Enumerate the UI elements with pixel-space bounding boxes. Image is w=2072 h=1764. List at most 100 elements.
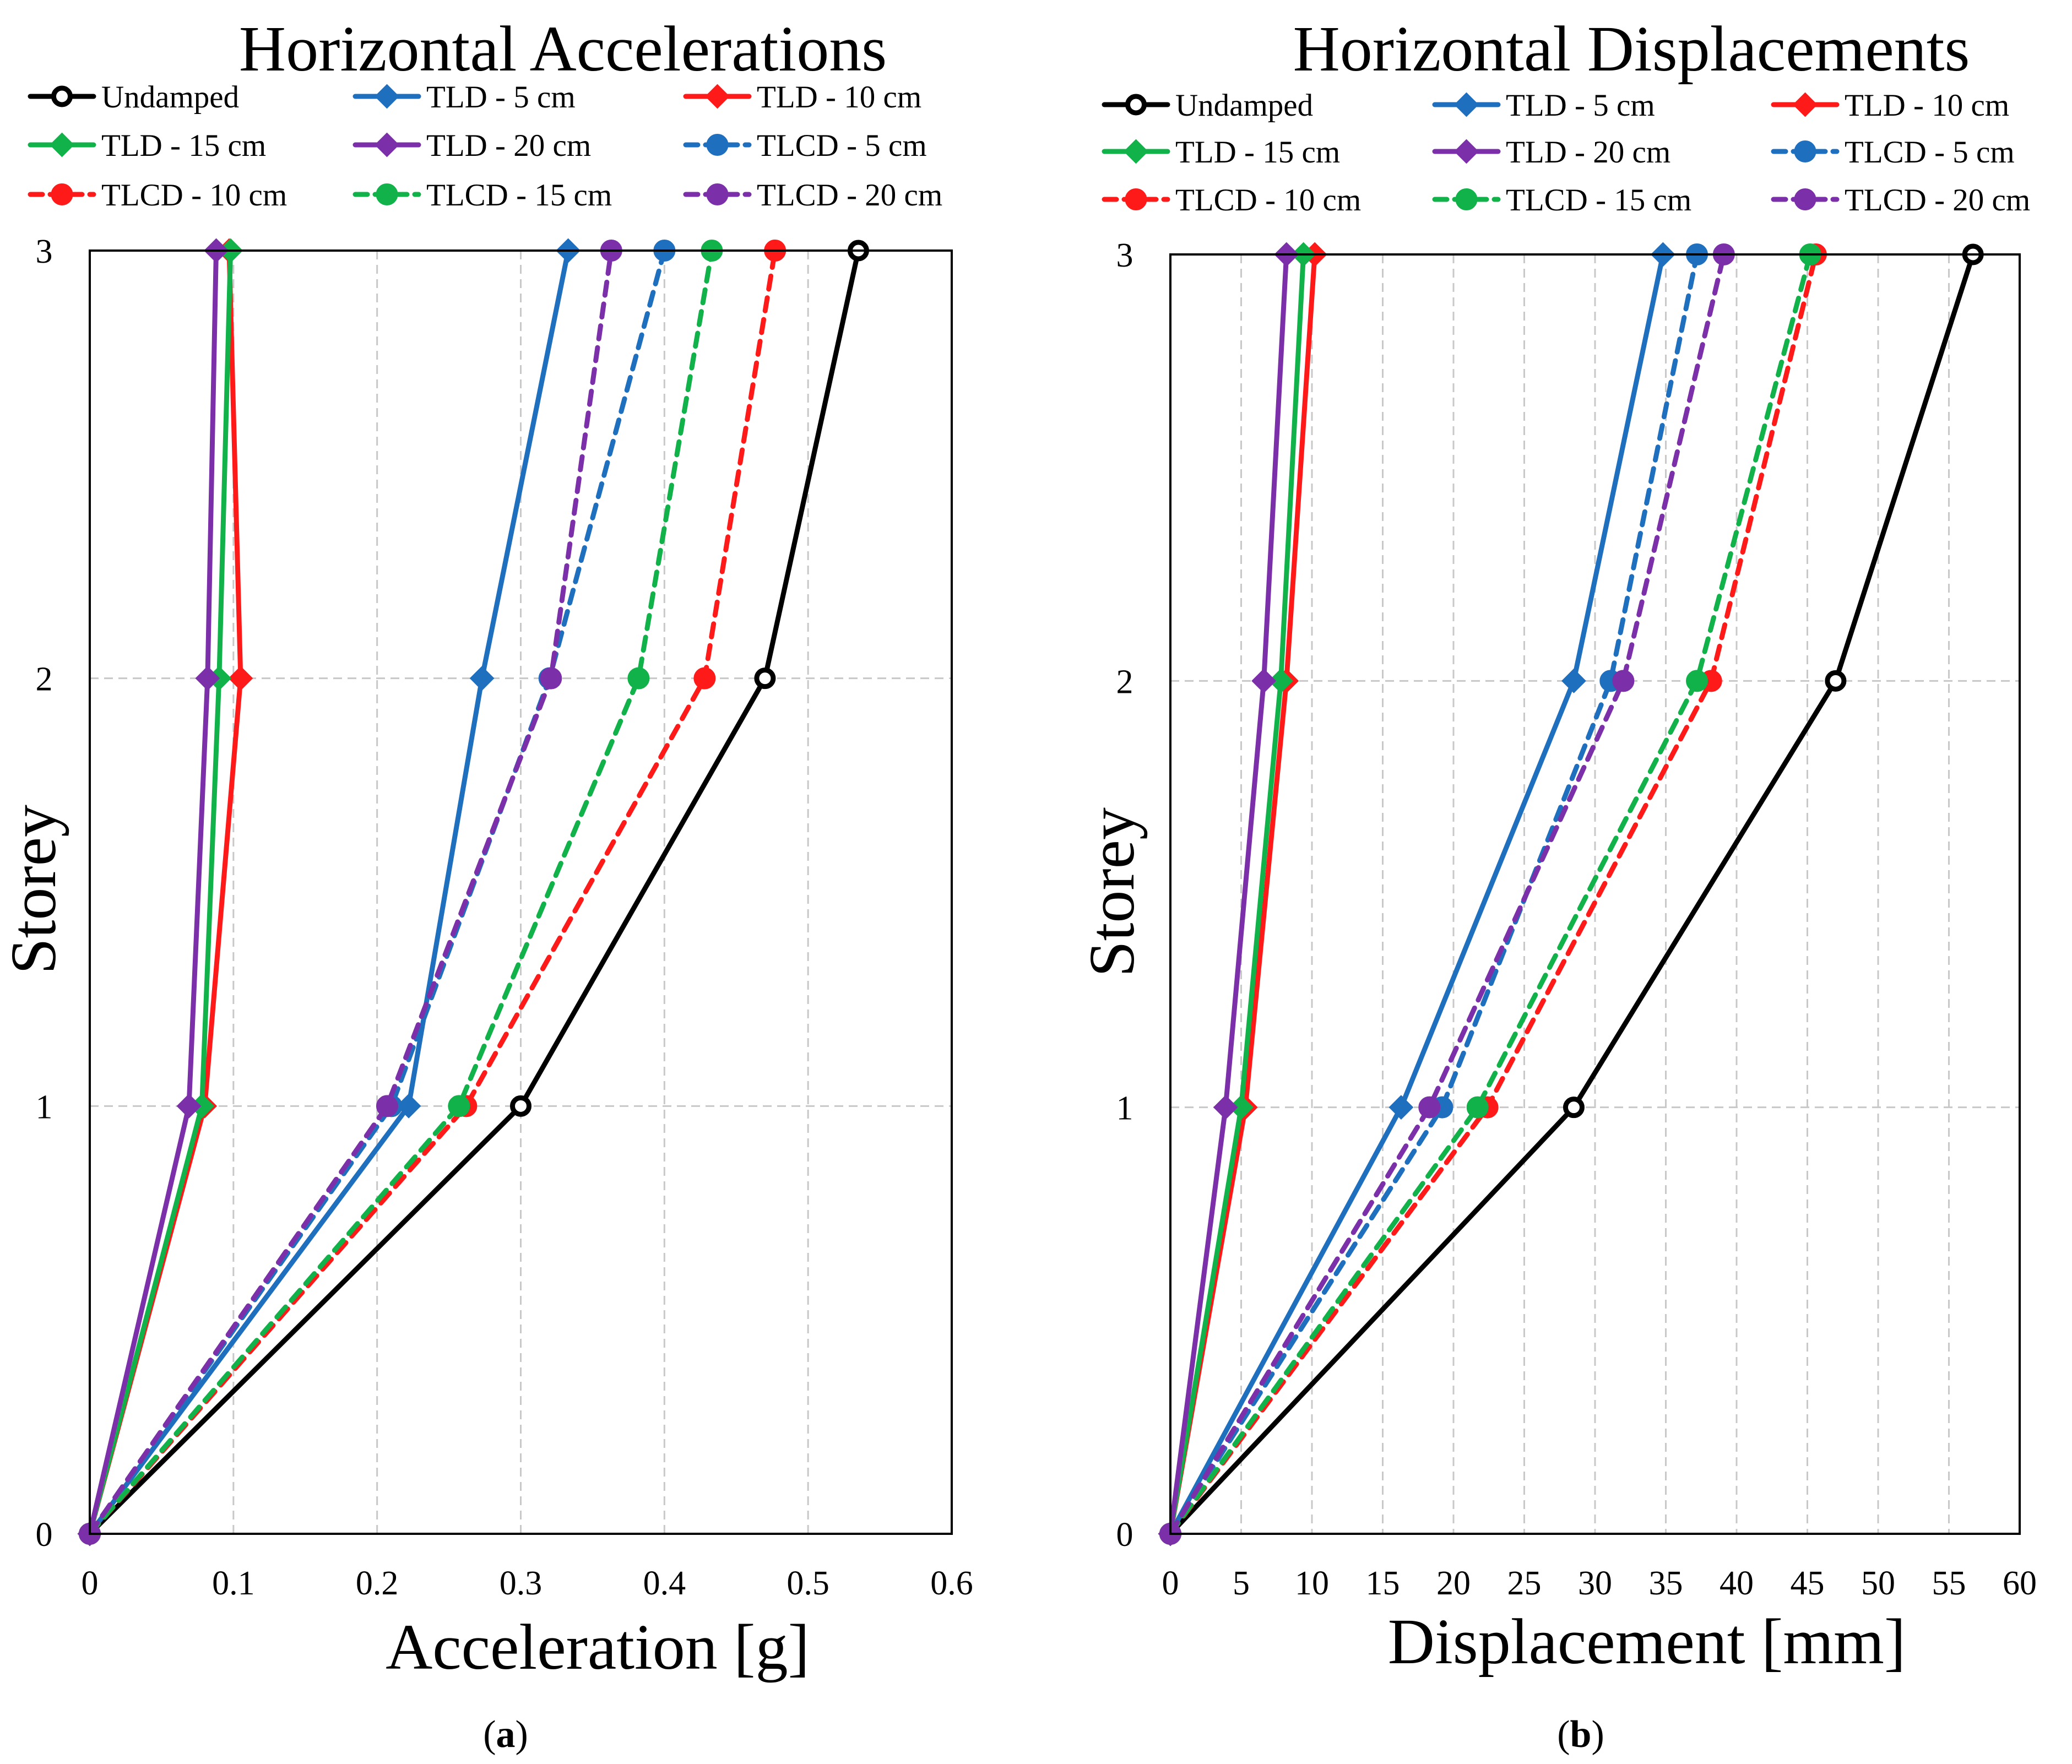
legend-label: TLCD - 10 cm xyxy=(101,178,287,213)
series-layer xyxy=(77,238,869,1546)
legend-marker xyxy=(50,132,74,158)
legend-marker xyxy=(1794,188,1816,210)
x-tick-labels: 0 0.1 0.2 0.3 0.4 0.5 0.6 xyxy=(82,1565,973,1602)
x-tick-label: 30 xyxy=(1578,1565,1612,1602)
series-tld-15-cm xyxy=(1158,242,1316,1546)
x-tick-label: 0 xyxy=(82,1565,99,1602)
panel-caption: (b) xyxy=(1557,1713,1604,1756)
y-tick-label: 3 xyxy=(36,233,53,270)
legend-label: TLD - 15 cm xyxy=(1175,135,1340,170)
data-point xyxy=(1561,668,1586,693)
x-tick-label: 35 xyxy=(1649,1565,1683,1602)
legend-label: TLCD - 20 cm xyxy=(757,178,942,213)
legend-marker xyxy=(1124,139,1148,164)
y-tick-label: 0 xyxy=(36,1516,53,1554)
legend-label: TLCD - 5 cm xyxy=(757,128,927,163)
legend-marker xyxy=(1454,92,1479,117)
panel-caption: (a) xyxy=(483,1713,528,1756)
x-axis-label: Acceleration [g] xyxy=(386,1611,810,1683)
legend-marker xyxy=(375,132,399,158)
plot-frame xyxy=(1169,253,2021,1535)
legend-marker xyxy=(1794,140,1816,162)
x-tick-labels: 0 5 10 15 20 25 30 35 40 45 50 55 60 xyxy=(1162,1565,2037,1602)
series-line xyxy=(1168,252,1727,1537)
legend-label: TLD - 10 cm xyxy=(757,80,921,115)
legend-marker xyxy=(706,134,729,156)
legend-marker xyxy=(705,84,730,109)
legend-label: TLCD - 15 cm xyxy=(426,178,612,213)
x-tick-label: 55 xyxy=(1932,1565,1966,1602)
data-point xyxy=(693,667,716,690)
series-tlcd-20-cm xyxy=(79,240,622,1545)
series-line xyxy=(1168,252,1666,1537)
data-point xyxy=(754,667,776,690)
x-tick-label: 60 xyxy=(2003,1565,2037,1602)
y-tick-label: 3 xyxy=(1116,237,1133,274)
x-tick-label: 0.3 xyxy=(500,1565,543,1602)
legend-item: TLCD - 5 cm xyxy=(683,128,927,163)
x-axis-label: Displacement [mm] xyxy=(1388,1605,1906,1678)
y-tick-label: 2 xyxy=(36,661,53,698)
data-point xyxy=(176,1093,202,1119)
chart-title: Horizontal Displacements xyxy=(1293,13,1970,85)
legend-label: TLCD - 20 cm xyxy=(1845,183,2030,218)
series-line xyxy=(87,248,219,1537)
legend-item: TLCD - 10 cm xyxy=(1102,183,1361,218)
legend-label: TLCD - 5 cm xyxy=(1845,135,2015,170)
y-tick-label: 1 xyxy=(36,1088,53,1126)
x-tick-label: 0.2 xyxy=(356,1565,399,1602)
data-point xyxy=(1388,1095,1414,1120)
data-point xyxy=(1418,1096,1441,1119)
x-tick-label: 20 xyxy=(1436,1565,1471,1602)
series-line xyxy=(87,248,234,1537)
y-tick-label: 1 xyxy=(1116,1090,1133,1127)
legend-item: TLCD - 15 cm xyxy=(1432,183,1691,218)
y-tick-labels: 0 1 2 3 xyxy=(1116,237,1133,1554)
series-tld-20-cm xyxy=(1158,242,1299,1546)
legend-item: TLCD - 5 cm xyxy=(1771,135,2015,170)
y-tick-label: 2 xyxy=(1116,663,1133,701)
legend-item: TLD - 20 cm xyxy=(1432,135,1670,170)
data-point xyxy=(448,1095,470,1117)
x-tick-label: 45 xyxy=(1791,1565,1825,1602)
series-line xyxy=(87,248,243,1537)
legend-item: TLCD - 20 cm xyxy=(683,178,942,213)
legend-item: TLD - 15 cm xyxy=(1102,135,1340,170)
data-point xyxy=(540,667,562,690)
legend-marker xyxy=(706,183,729,205)
panel-displacement-chart: Horizontal Displacements Undamped TLD - 5… xyxy=(1076,13,2037,1756)
legend-label: TLD - 20 cm xyxy=(426,128,591,163)
x-tick-label: 5 xyxy=(1233,1565,1250,1602)
data-point xyxy=(195,666,220,691)
legend-marker xyxy=(51,183,73,205)
series-line xyxy=(1168,252,1289,1537)
legend-item: TLCD - 15 cm xyxy=(352,178,612,213)
legend-item: TLD - 20 cm xyxy=(352,128,591,163)
legend-label: TLD - 5 cm xyxy=(426,80,576,115)
legend-item: Undamped xyxy=(1102,88,1313,123)
series-line xyxy=(1168,252,1819,1537)
legend-marker xyxy=(1455,188,1478,210)
legend-item: TLD - 15 cm xyxy=(28,128,266,163)
legend-marker xyxy=(51,85,73,107)
legend: Undamped TLD - 5 cm TLD - 10 cm TLD - 15 cm… xyxy=(1102,88,2030,218)
series-line xyxy=(1168,252,1306,1537)
x-tick-label: 15 xyxy=(1366,1565,1400,1602)
legend-label: TLCD - 10 cm xyxy=(1175,183,1361,218)
series-line xyxy=(1168,252,1813,1537)
gridlines xyxy=(1170,254,2020,1534)
series-line xyxy=(87,248,778,1537)
x-tick-label: 50 xyxy=(1861,1565,1895,1602)
gridlines xyxy=(90,251,952,1534)
x-tick-label: 0 xyxy=(1162,1565,1179,1602)
legend-label: TLD - 5 cm xyxy=(1506,88,1655,123)
panel-caption-letter: a xyxy=(496,1713,516,1756)
legend-label: TLD - 10 cm xyxy=(1845,88,2009,123)
series-tlcd-15-cm xyxy=(79,240,723,1545)
x-tick-label: 40 xyxy=(1720,1565,1754,1602)
legend-marker xyxy=(376,183,398,205)
series-line xyxy=(1168,252,1700,1537)
data-point xyxy=(1213,1095,1238,1120)
data-point xyxy=(469,666,495,691)
